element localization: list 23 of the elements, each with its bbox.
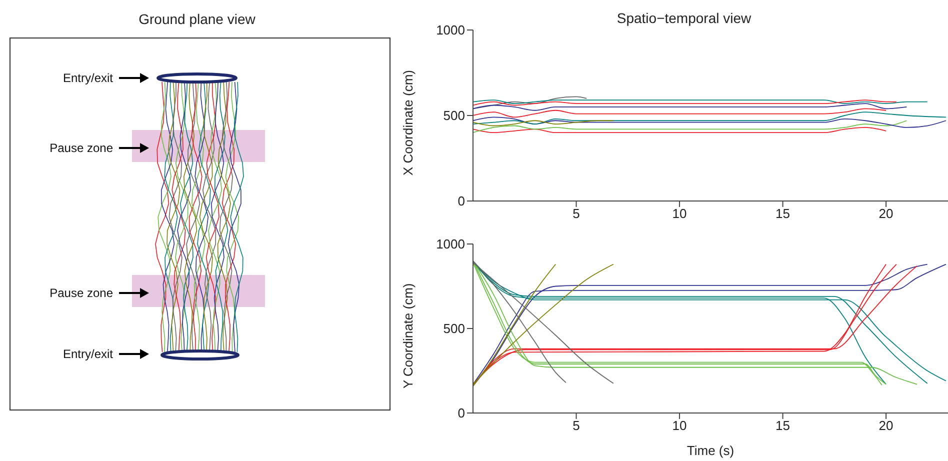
text: Ground plane view	[138, 11, 256, 27]
y-tick-label: 0	[458, 406, 465, 421]
y-tick-label: 1000	[436, 22, 465, 38]
text: Entry/exit	[62, 347, 114, 361]
x-tick-label: 15	[776, 418, 790, 434]
chart-title: Spatio−temporal view	[616, 10, 752, 26]
x-tick-label: 5	[572, 206, 580, 222]
x-tick-label: 20	[878, 418, 894, 434]
x-axis-title: Time (s)	[686, 443, 734, 458]
x-tick-label: 5	[572, 418, 580, 434]
y-tick-label: 500	[443, 321, 465, 336]
y-tick-label: 1000	[436, 236, 465, 252]
y-tick-label: 500	[443, 108, 465, 124]
x-tick-label: 10	[672, 206, 687, 222]
y-axis-title: Y Coordinate (cm)	[400, 283, 416, 388]
text: Pause zone	[50, 286, 114, 300]
y-axis-title: X Coordinate (cm)	[400, 70, 416, 176]
y-tick-label: 0	[458, 194, 465, 209]
x-tick-label: 20	[878, 206, 894, 222]
text: Pause zone	[50, 141, 114, 155]
x-tick-label: 10	[672, 418, 687, 434]
x-tick-label: 15	[776, 206, 790, 222]
text: Entry/exit	[62, 71, 114, 85]
